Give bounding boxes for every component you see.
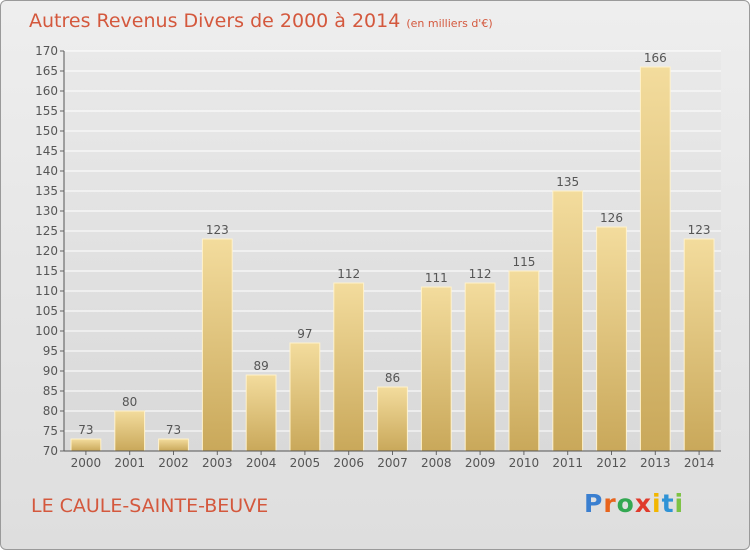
bar — [683, 238, 715, 452]
y-tick-label: 140 — [35, 164, 58, 178]
x-tick-label: 2005 — [290, 456, 321, 470]
y-tick-label: 85 — [43, 384, 58, 398]
y-tick-label: 110 — [35, 284, 58, 298]
data-label: 73 — [78, 423, 93, 437]
logo-letter: P — [584, 489, 604, 518]
chart-unit-text: (en milliers d'€) — [406, 17, 493, 30]
bar — [420, 286, 452, 452]
x-tick-label: 2007 — [377, 456, 408, 470]
logo-letter: i — [652, 489, 662, 518]
logo-letter: o — [616, 489, 635, 518]
bar — [464, 282, 496, 452]
x-tick-label: 2004 — [246, 456, 277, 470]
data-label: 135 — [556, 175, 579, 189]
data-label: 111 — [425, 271, 448, 285]
data-label: 126 — [600, 211, 623, 225]
location-label: LE CAULE-SAINTE-BEUVE — [31, 495, 269, 517]
data-label: 115 — [512, 255, 535, 269]
y-tick-label: 105 — [35, 304, 58, 318]
y-tick-label: 90 — [43, 364, 58, 378]
data-label: 80 — [122, 395, 137, 409]
x-tick-label: 2006 — [333, 456, 364, 470]
y-tick-label: 120 — [35, 244, 58, 258]
data-label: 123 — [206, 223, 229, 237]
y-tick-label: 170 — [35, 44, 58, 58]
x-tick-label: 2003 — [202, 456, 233, 470]
y-tick-label: 155 — [35, 104, 58, 118]
x-tick-label: 2000 — [71, 456, 102, 470]
x-tick-label: 2009 — [465, 456, 496, 470]
data-label: 112 — [469, 267, 492, 281]
x-tick-label: 2011 — [552, 456, 583, 470]
logo-letter: r — [603, 489, 617, 518]
bar — [639, 66, 671, 452]
y-tick-label: 125 — [35, 224, 58, 238]
y-tick-label: 100 — [35, 324, 58, 338]
data-label: 123 — [688, 223, 711, 237]
y-tick-label: 135 — [35, 184, 58, 198]
bar — [158, 438, 189, 452]
data-label: 89 — [253, 359, 268, 373]
data-label: 73 — [166, 423, 181, 437]
logo-letter: i — [674, 489, 685, 518]
x-tick-label: 2002 — [158, 456, 189, 470]
chart-title: Autres Revenus Divers de 2000 à 2014 (en … — [29, 10, 493, 32]
x-tick-label: 2008 — [421, 456, 452, 470]
data-label: 112 — [337, 267, 360, 281]
logo-letter: t — [661, 489, 675, 518]
x-tick-label: 2012 — [596, 456, 627, 470]
data-label: 97 — [297, 327, 312, 341]
bar — [289, 342, 321, 452]
logo-letter: x — [634, 489, 652, 518]
bar — [596, 226, 627, 452]
bar — [333, 282, 365, 452]
bar — [245, 374, 277, 452]
y-tick-label: 95 — [43, 344, 58, 358]
bar — [377, 386, 408, 452]
y-tick-label: 115 — [35, 264, 58, 278]
y-tick-label: 75 — [43, 424, 58, 438]
chart-title-text: Autres Revenus Divers de 2000 à 2014 — [29, 10, 401, 32]
y-tick-label: 130 — [35, 204, 58, 218]
proxiti-logo: Proxiti — [584, 489, 684, 518]
data-label: 86 — [385, 371, 400, 385]
bar — [114, 410, 146, 452]
x-tick-label: 2013 — [640, 456, 671, 470]
bar — [201, 238, 233, 452]
bar — [552, 190, 584, 452]
x-tick-label: 2014 — [684, 456, 715, 470]
bar — [508, 270, 540, 452]
x-tick-label: 2001 — [114, 456, 145, 470]
y-tick-label: 70 — [43, 444, 58, 458]
data-label: 166 — [644, 51, 667, 65]
y-tick-label: 145 — [35, 144, 58, 158]
y-tick-label: 150 — [35, 124, 58, 138]
y-tick-label: 80 — [43, 404, 58, 418]
y-tick-label: 160 — [35, 84, 58, 98]
x-tick-label: 2010 — [509, 456, 540, 470]
bar — [70, 438, 102, 452]
y-tick-label: 165 — [35, 64, 58, 78]
